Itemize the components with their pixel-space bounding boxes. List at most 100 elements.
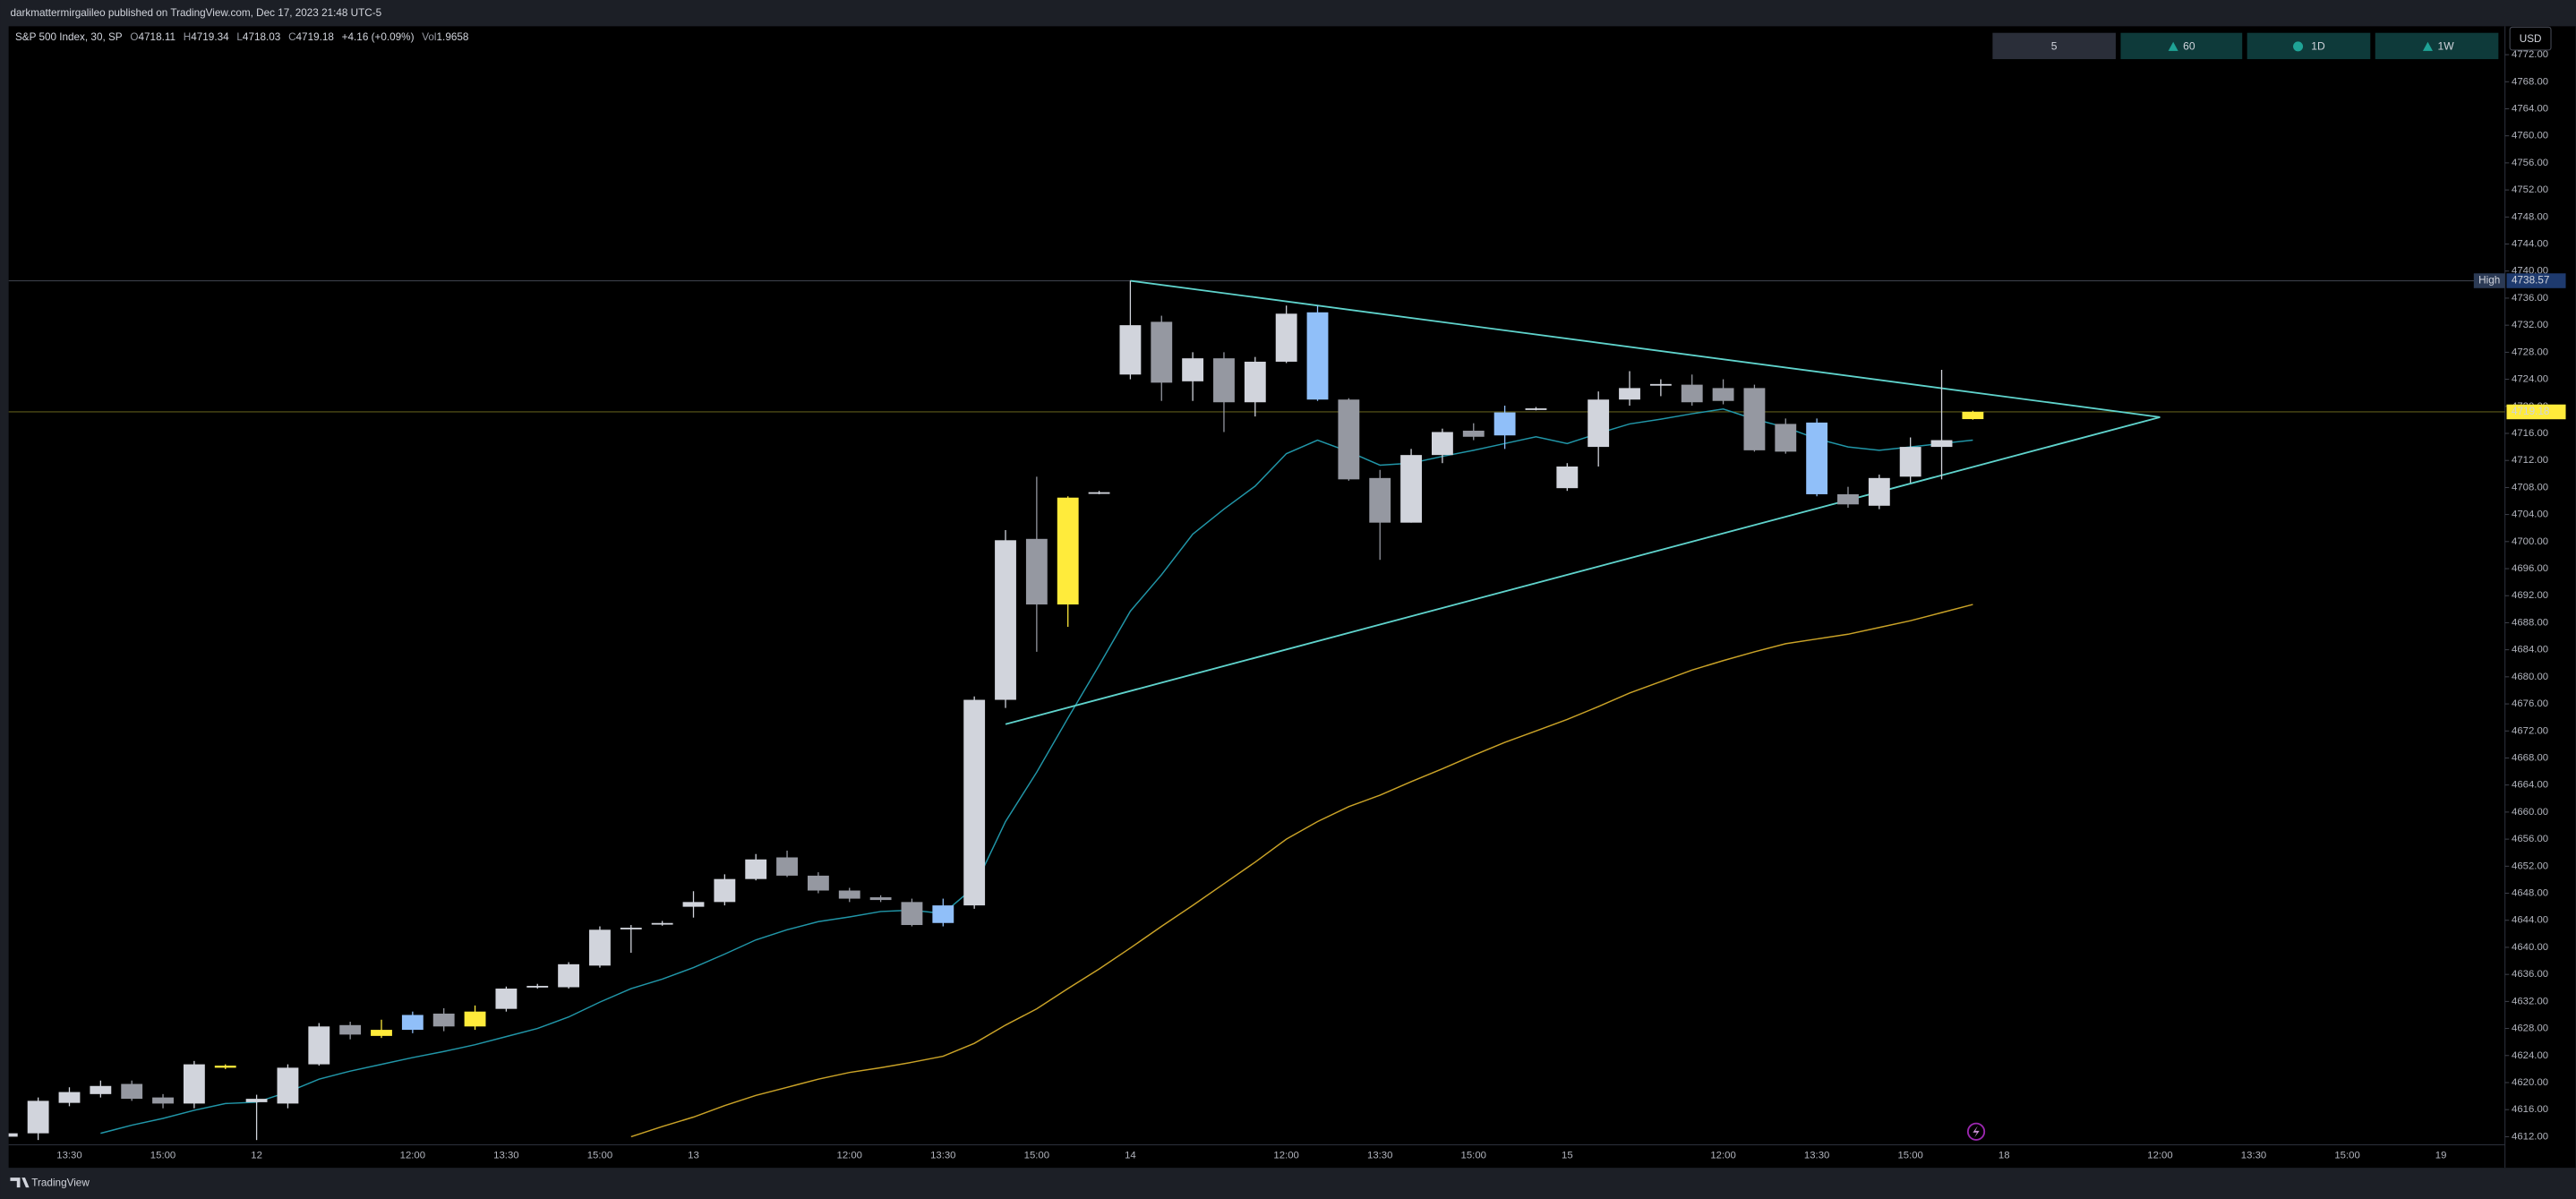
candle-body — [932, 905, 954, 923]
trendline — [1005, 415, 2161, 725]
candle-body — [152, 1097, 174, 1104]
y-tick-label: 4632.00 — [2512, 996, 2548, 1006]
candle-body — [526, 985, 549, 988]
button-label[interactable]: 60 — [2183, 39, 2195, 52]
candle-body — [1649, 383, 1672, 386]
publisher-line: darkmattermirgalileo published on Tradin… — [10, 7, 381, 19]
dot-icon — [2293, 41, 2304, 52]
x-tick-label: 14 — [1125, 1150, 1136, 1160]
y-tick-label: 4660.00 — [2512, 807, 2548, 818]
candle-body — [401, 1015, 424, 1031]
candle-body — [1119, 325, 1142, 375]
button-label[interactable]: 1D — [2311, 39, 2325, 52]
high-value: 4719.34 — [191, 31, 229, 43]
candle-body — [1743, 388, 1766, 450]
candle-body — [308, 1026, 330, 1065]
button-background[interactable] — [2247, 32, 2371, 60]
y-tick-label: 4772.00 — [2512, 49, 2548, 60]
change-value: +4.16 (+0.09%) — [342, 31, 415, 43]
y-tick-label: 4696.00 — [2512, 563, 2548, 574]
candle-body — [682, 902, 705, 907]
high-tag-bg — [2506, 273, 2566, 288]
interval-button[interactable]: 5 — [1992, 32, 2116, 60]
interval-button[interactable]: 1D — [2247, 32, 2371, 60]
volume-label: Vol — [422, 31, 436, 43]
candle-body — [1525, 408, 1547, 410]
x-tick-label: 15 — [1562, 1150, 1573, 1160]
candle-body — [214, 1066, 236, 1068]
y-tick-label: 4636.00 — [2512, 969, 2548, 980]
volume-value: 1.9658 — [437, 31, 469, 43]
currency-label[interactable]: USD — [2520, 33, 2542, 45]
footer: TradingView — [10, 1178, 90, 1189]
candle-body — [1462, 430, 1485, 437]
plot-area — [8, 279, 2505, 1141]
y-tick-label: 4712.00 — [2512, 455, 2548, 466]
event-icon[interactable] — [1966, 1122, 1986, 1141]
x-tick-label: 12:00 — [837, 1150, 862, 1160]
y-tick-label: 4652.00 — [2512, 861, 2548, 871]
y-tick-label: 4668.00 — [2512, 752, 2548, 763]
interval-button[interactable]: 1W — [2375, 32, 2499, 60]
candle-body — [495, 989, 518, 1009]
currency-button[interactable]: USD — [2509, 26, 2552, 51]
y-tick-label: 4752.00 — [2512, 184, 2548, 195]
interval-toolbar: 5 60 1D 1W — [1992, 32, 2499, 60]
y-tick-label: 4748.00 — [2512, 211, 2548, 222]
candle-body — [1493, 412, 1516, 436]
x-tick-label: 15:00 — [1461, 1150, 1486, 1160]
candle-body — [651, 922, 673, 925]
candle-body — [1962, 411, 1984, 420]
x-tick-label: 13:30 — [1804, 1150, 1829, 1160]
button-background[interactable] — [1992, 32, 2116, 60]
button-label[interactable]: 5 — [2051, 39, 2058, 52]
candle-body — [1306, 312, 1329, 400]
x-tick-label: 12:00 — [1273, 1150, 1298, 1160]
moving-average — [100, 408, 1973, 1135]
candle-body — [1088, 492, 1110, 494]
y-tick-label: 4740.00 — [2512, 266, 2548, 277]
x-tick-label: 12:00 — [400, 1150, 425, 1160]
y-tick-label: 4708.00 — [2512, 482, 2548, 492]
candle-body — [1400, 455, 1422, 523]
y-tick-label: 4676.00 — [2512, 698, 2548, 709]
high-tag-label-bg — [2473, 273, 2505, 288]
candle-body — [121, 1083, 143, 1100]
candle-body — [1275, 313, 1297, 362]
button-background[interactable] — [2375, 32, 2499, 60]
y-tick-label: 4744.00 — [2512, 239, 2548, 250]
candle-body — [1025, 538, 1048, 605]
y-tick-label: 4640.00 — [2512, 942, 2548, 953]
y-tick-label: 4672.00 — [2512, 725, 2548, 736]
low-value: 4718.03 — [243, 31, 280, 43]
button-background[interactable] — [2509, 26, 2552, 51]
candle-body — [1588, 399, 1610, 448]
y-tick-label: 4688.00 — [2512, 617, 2548, 628]
button-label[interactable]: 1W — [2437, 39, 2454, 52]
candle-body — [1899, 447, 1921, 477]
y-tick-label: 4664.00 — [2512, 780, 2548, 791]
candle-body — [432, 1013, 455, 1027]
y-tick-label: 4716.00 — [2512, 428, 2548, 439]
candle-body — [8, 1133, 18, 1137]
low-label: L — [236, 31, 243, 43]
footer-brand: TradingView — [31, 1178, 90, 1189]
x-tick-label: 13:30 — [493, 1150, 518, 1160]
candle-body — [371, 1030, 392, 1036]
high-label: H — [184, 31, 191, 43]
interval-button[interactable]: 60 — [2120, 32, 2243, 60]
candle-body — [963, 699, 986, 906]
candle-body — [869, 897, 892, 901]
candle-body — [1806, 422, 1828, 494]
candle-body — [1837, 493, 1859, 505]
candle-body — [339, 1024, 362, 1035]
x-tick-label: 13 — [688, 1150, 699, 1160]
candle-body — [1431, 432, 1453, 456]
y-tick-label: 4760.00 — [2512, 131, 2548, 141]
open-label: O — [130, 31, 138, 43]
button-background[interactable] — [2120, 32, 2243, 60]
x-tick-label: 13:30 — [56, 1150, 81, 1160]
candle-body — [1213, 358, 1235, 403]
candle-body — [589, 929, 611, 966]
